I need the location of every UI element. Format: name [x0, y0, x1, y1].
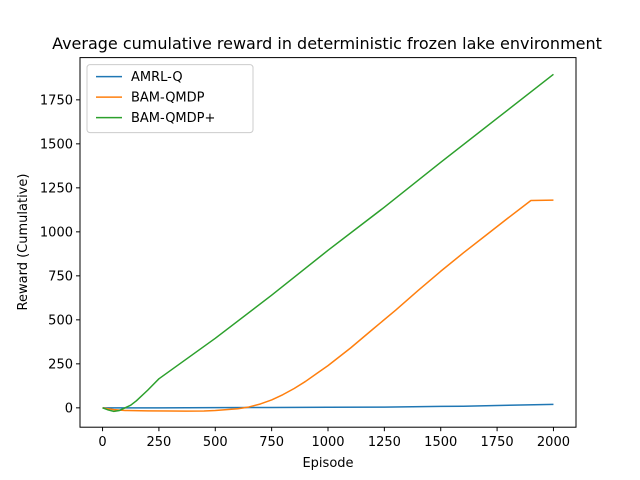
- x-tick-label: 750: [259, 435, 284, 450]
- y-tick-label: 1750: [40, 93, 73, 108]
- x-tick-label: 500: [203, 435, 228, 450]
- x-tick-label: 1750: [481, 435, 514, 450]
- x-tick-label: 1250: [368, 435, 401, 450]
- y-tick-label: 1000: [40, 225, 73, 240]
- y-axis: 0 250 500 750 1000 1250 1500 1750: [40, 93, 80, 416]
- y-axis-label: Reward (Cumulative): [16, 174, 31, 311]
- y-tick-label: 750: [48, 269, 73, 284]
- plot-area: [102, 73, 554, 413]
- x-tick-label: 2000: [537, 435, 570, 450]
- y-tick-label: 0: [65, 401, 73, 416]
- y-tick-label: 1500: [40, 137, 73, 152]
- y-tick-label: 250: [48, 357, 73, 372]
- y-tick-label: 1250: [40, 181, 73, 196]
- x-tick-label: 1500: [424, 435, 457, 450]
- legend-entry-label: AMRL-Q: [131, 70, 183, 85]
- legend-entry-label: BAM-QMDP+: [131, 111, 215, 126]
- chart-title: Average cumulative reward in determinist…: [52, 34, 602, 53]
- x-axis: 0 250 500 750 1000 1250 1500 1750 2000: [98, 427, 570, 450]
- legend: AMRL-Q BAM-QMDP BAM-QMDP+: [86, 64, 254, 134]
- x-axis-label: Episode: [302, 456, 353, 471]
- series-line-bam-qmdp: [102, 199, 554, 412]
- series-line-amrl-q: [102, 403, 554, 409]
- x-tick-label: 0: [98, 435, 106, 450]
- legend-box: [86, 64, 254, 134]
- x-tick-label: 250: [146, 435, 171, 450]
- x-tick-label: 1000: [311, 435, 344, 450]
- series-line-bam-qmdp-plus: [102, 73, 554, 413]
- y-tick-label: 500: [48, 313, 73, 328]
- legend-entry-label: BAM-QMDP: [131, 91, 205, 106]
